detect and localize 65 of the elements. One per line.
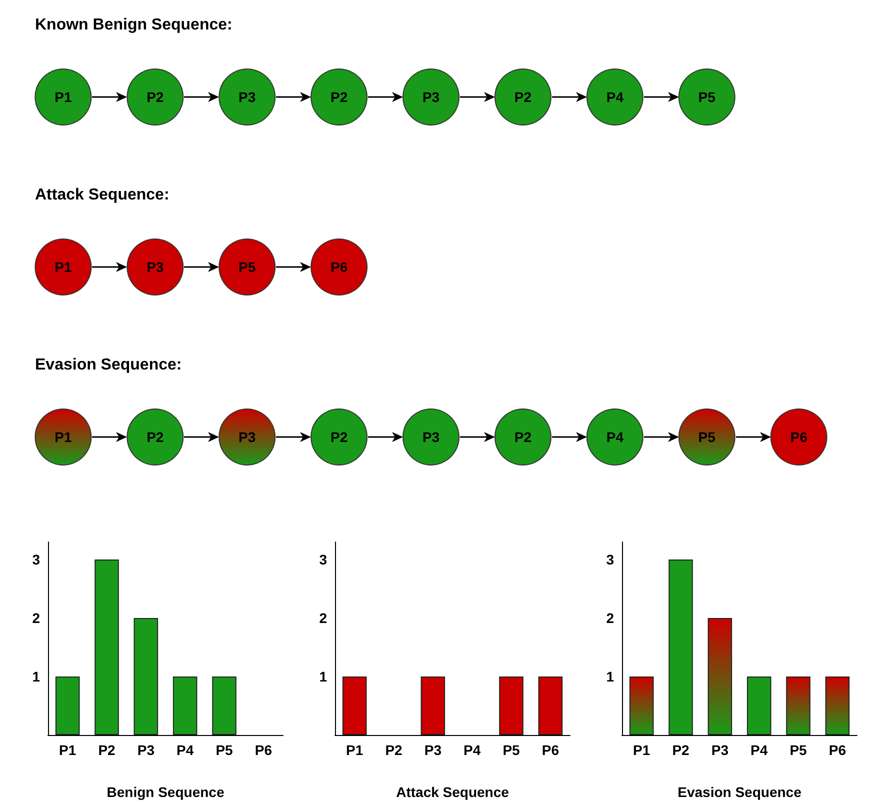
bar [94, 560, 119, 735]
category-label: P5 [698, 429, 716, 445]
x-tick-label: P6 [254, 742, 272, 758]
x-tick-label: P3 [137, 742, 155, 758]
y-tick-label: 1 [606, 668, 614, 685]
category-label: P1 [54, 89, 72, 105]
x-tick-label: P6 [542, 742, 560, 758]
category-label: P2 [514, 429, 532, 445]
bar [708, 618, 732, 735]
category-label: P2 [146, 429, 164, 445]
category-label: P3 [422, 429, 440, 445]
bar [212, 676, 236, 735]
category-label: P2 [330, 89, 348, 105]
category-label: P2 [330, 429, 348, 445]
bar [172, 676, 198, 735]
bar [825, 676, 850, 735]
x-tick-label: P1 [633, 742, 650, 758]
y-tick-label: 3 [319, 552, 328, 568]
y-tick-label: 3 [32, 552, 40, 568]
x-tick-label: P5 [790, 742, 808, 758]
bar [134, 618, 158, 735]
category-label: P1 [54, 259, 72, 275]
x-tick-label: P4 [750, 742, 768, 758]
text: Known Benign Sequence: [35, 16, 232, 34]
x-tick-label: P4 [176, 742, 194, 758]
x-tick-label: P1 [346, 742, 364, 758]
x-tick-label: P5 [216, 742, 234, 758]
bar [55, 676, 80, 735]
y-tick-label: 1 [319, 668, 328, 685]
bar [786, 676, 810, 735]
y-tick-label: 2 [319, 610, 328, 626]
category-label: P4 [606, 429, 624, 445]
bar [629, 676, 654, 735]
x-axis-title: Evasion Sequence [678, 784, 802, 800]
y-tick-label: 2 [32, 610, 40, 626]
category-label: P6 [330, 259, 348, 275]
category-label: P3 [238, 429, 256, 445]
x-tick-label: P4 [464, 742, 481, 758]
category-label: P3 [238, 89, 256, 105]
x-tick-label: P3 [424, 742, 442, 758]
bar [668, 560, 693, 735]
x-tick-label: P1 [59, 742, 76, 758]
text: Attack Sequence: [35, 186, 170, 204]
bar [746, 676, 772, 735]
y-tick-label: 3 [606, 552, 614, 568]
x-tick-label: P2 [98, 742, 116, 758]
category-label: P6 [790, 429, 808, 445]
category-label: P2 [146, 89, 164, 105]
category-label: P3 [422, 89, 440, 105]
x-axis-title: Benign Sequence [106, 784, 224, 800]
y-tick-label: 2 [606, 610, 614, 626]
y-tick-label: 1 [32, 668, 40, 685]
category-label: P2 [514, 89, 532, 105]
category-label: P5 [238, 259, 256, 275]
x-tick-label: P6 [828, 742, 846, 758]
x-tick-label: P3 [711, 742, 729, 758]
category-label: P5 [698, 89, 716, 105]
x-axis-title: Attack Sequence [396, 784, 510, 800]
category-label: P3 [146, 259, 164, 275]
x-tick-label: P2 [672, 742, 690, 758]
x-tick-label: P5 [502, 742, 520, 758]
x-tick-label: P2 [385, 742, 403, 758]
category-label: P1 [54, 429, 72, 445]
category-label: P4 [606, 89, 624, 105]
text: Evasion Sequence: [35, 356, 182, 374]
